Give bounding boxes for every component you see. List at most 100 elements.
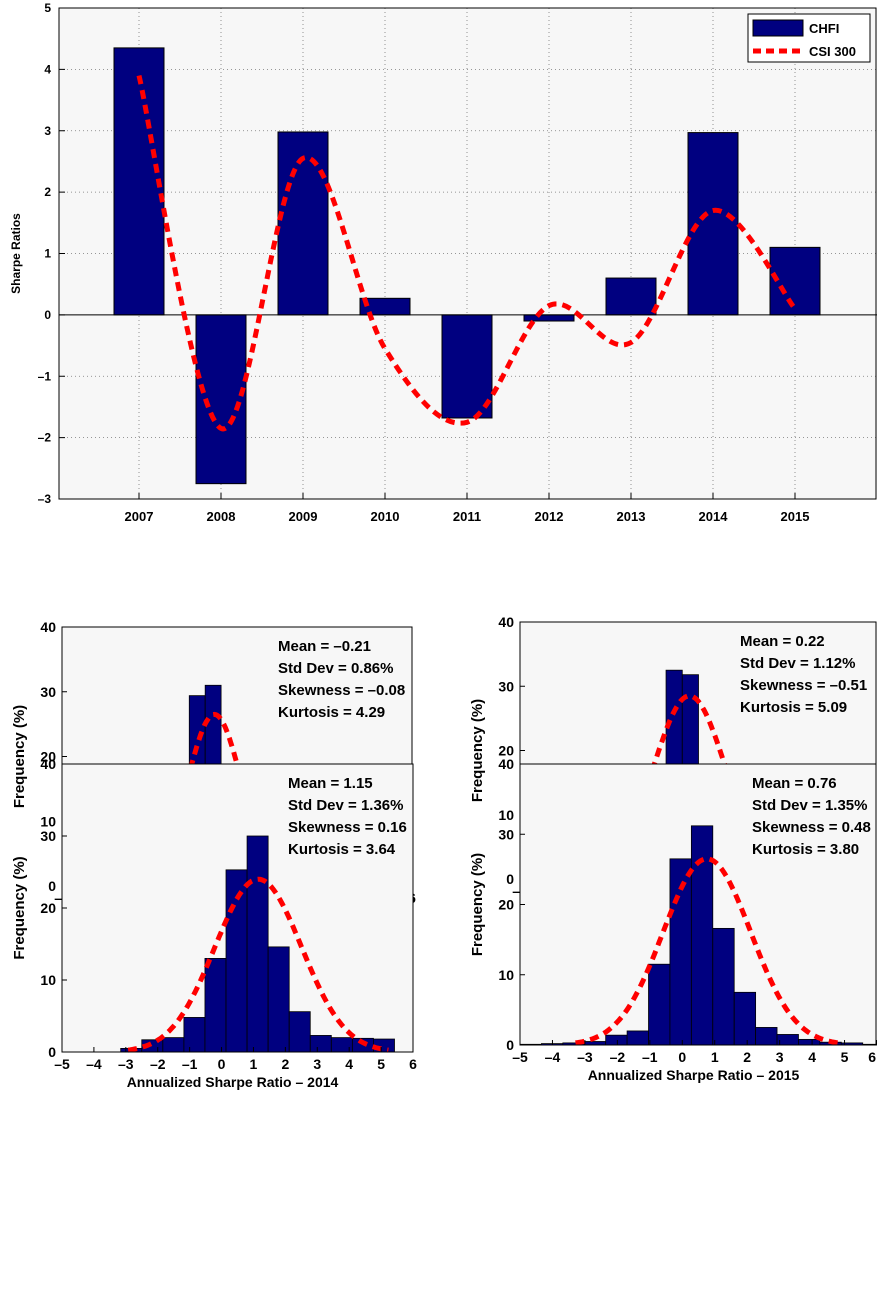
normal-fit-curve bbox=[127, 876, 389, 1053]
histogram-bar bbox=[204, 958, 227, 1053]
histogram-bar bbox=[626, 1030, 649, 1046]
x-tick-label: 2013 bbox=[617, 509, 646, 524]
stats-annotation: Std Dev = 1.12% bbox=[740, 655, 855, 672]
x-tick-label: –3 bbox=[118, 1056, 134, 1072]
x-tick-label: 2012 bbox=[535, 509, 564, 524]
y-tick-label: 20 bbox=[498, 897, 514, 913]
stats-annotation: Std Dev = 1.35% bbox=[752, 797, 867, 814]
bar-chfi-2008 bbox=[195, 314, 247, 485]
histogram-bar bbox=[605, 1034, 628, 1046]
legend-label-chfi: CHFI bbox=[809, 21, 839, 36]
stats-annotation: Skewness = 0.16 bbox=[288, 819, 407, 836]
y-tick-label: 40 bbox=[40, 756, 56, 772]
y-tick-label: 40 bbox=[40, 619, 56, 635]
x-tick-label: –1 bbox=[182, 1056, 198, 1072]
stats-annotation: Std Dev = 1.36% bbox=[288, 797, 403, 814]
normal-fit-curve bbox=[575, 856, 839, 1046]
histogram-bar bbox=[733, 991, 757, 1046]
x-tick-label: 2007 bbox=[125, 509, 154, 524]
x-axis-label: Annualized Sharpe Ratio – 2014 bbox=[127, 1074, 339, 1090]
y-tick-label: 1 bbox=[44, 247, 51, 261]
x-tick-label: –4 bbox=[545, 1049, 561, 1065]
x-tick-label: 1 bbox=[250, 1056, 258, 1072]
legend-swatch-chfi bbox=[752, 19, 804, 37]
stats-annotation: Skewness = –0.51 bbox=[740, 677, 867, 694]
y-tick-label: –1 bbox=[38, 369, 52, 383]
histogram-bar bbox=[712, 927, 735, 1046]
x-tick-label: 4 bbox=[808, 1049, 816, 1065]
y-tick-label: –2 bbox=[38, 431, 52, 445]
histogram-4: 0 10 20 30 40 –5 –4 –3 –2 –1 0 1 2 3 4 5 6 Annualized Sha… bbox=[469, 756, 877, 1083]
y-tick-label: 0 bbox=[506, 871, 514, 887]
histogram-bar bbox=[583, 1041, 607, 1046]
y-axis-label: Frequency (%) bbox=[469, 699, 486, 802]
stats-annotation: Kurtosis = 5.09 bbox=[740, 699, 847, 716]
histogram-bar bbox=[776, 1034, 799, 1046]
x-tick-label: 2 bbox=[743, 1049, 751, 1065]
legend-label-csi300: CSI 300 bbox=[809, 44, 856, 59]
y-tick-label: 10 bbox=[40, 813, 56, 829]
y-tick-label: 30 bbox=[498, 826, 514, 842]
x-tick-label: 2008 bbox=[207, 509, 236, 524]
x-tick-label: –3 bbox=[577, 1049, 593, 1065]
histogram-bar bbox=[183, 1017, 206, 1053]
y-tick-label: 10 bbox=[498, 967, 514, 983]
line-csi300 bbox=[136, 74, 797, 431]
x-tick-label: 5 bbox=[841, 1049, 849, 1065]
bar-chfi-2013 bbox=[605, 277, 657, 316]
stats-annotation: Kurtosis = 3.80 bbox=[752, 841, 859, 858]
x-tick-label: –1 bbox=[642, 1049, 658, 1065]
x-tick-label: 3 bbox=[776, 1049, 784, 1065]
y-axis-label: Sharpe Ratios bbox=[9, 213, 23, 294]
y-tick-label: 20 bbox=[40, 749, 56, 765]
stats-annotation: Mean = –0.21 bbox=[278, 638, 371, 655]
x-tick-label: 5 bbox=[377, 1056, 385, 1072]
bar-chfi-2011 bbox=[441, 314, 493, 419]
x-tick-label: –2 bbox=[150, 1056, 166, 1072]
x-tick-label: 2010 bbox=[371, 509, 400, 524]
x-tick-label: 2014 bbox=[699, 509, 729, 524]
y-axis-label: Frequency (%) bbox=[11, 705, 28, 808]
histogram-bar bbox=[798, 1038, 821, 1046]
y-tick-label: 20 bbox=[498, 743, 514, 759]
legend: CHFI CSI 300 bbox=[747, 13, 871, 63]
x-tick-label: 4 bbox=[345, 1056, 353, 1072]
x-tick-label: 6 bbox=[868, 1049, 876, 1065]
y-tick-label: 0 bbox=[506, 1037, 514, 1053]
sharpe-ratio-chart: 5 4 3 2 1 0 –1 –2 –3 2007 2008 2009 2010 2011 2012 2013… bbox=[9, 1, 877, 524]
x-tick-label: 0 bbox=[218, 1056, 226, 1072]
y-tick-label: 5 bbox=[44, 1, 51, 15]
stats-annotation: Skewness = 0.48 bbox=[752, 819, 871, 836]
y-tick-label: –3 bbox=[38, 492, 52, 506]
y-tick-label: 30 bbox=[498, 678, 514, 694]
y-axis-label: Frequency (%) bbox=[11, 856, 28, 959]
x-tick-label: 2015 bbox=[781, 509, 810, 524]
histogram-bar bbox=[162, 1037, 185, 1053]
x-axis-label: Annualized Sharpe Ratio – 2015 bbox=[588, 1067, 800, 1083]
y-tick-label: 40 bbox=[498, 614, 514, 630]
x-tick-label: 6 bbox=[409, 1056, 417, 1072]
x-tick-label: –5 bbox=[54, 1056, 70, 1072]
y-tick-label: 30 bbox=[40, 828, 56, 844]
y-tick-label: 20 bbox=[40, 900, 56, 916]
stats-annotation: Mean = 1.15 bbox=[288, 775, 373, 792]
histogram-bar bbox=[267, 946, 290, 1053]
y-tick-label: 0 bbox=[44, 308, 51, 322]
x-tick-label: 2 bbox=[281, 1056, 289, 1072]
stats-annotation: Std Dev = 0.86% bbox=[278, 660, 393, 677]
y-tick-label: 10 bbox=[498, 807, 514, 823]
x-tick-label: –5 bbox=[512, 1049, 528, 1065]
x-tick-label: 2009 bbox=[289, 509, 318, 524]
x-tick-label: –4 bbox=[86, 1056, 102, 1072]
stats-annotation: Mean = 0.22 bbox=[740, 633, 825, 650]
histogram-bar bbox=[309, 1035, 332, 1053]
x-tick-label: 3 bbox=[313, 1056, 321, 1072]
histogram-bar bbox=[648, 963, 671, 1046]
stats-annotation: Mean = 0.76 bbox=[752, 775, 837, 792]
stats-annotation: Kurtosis = 3.64 bbox=[288, 841, 396, 858]
x-tick-label: 2011 bbox=[453, 509, 481, 524]
y-tick-label: 2 bbox=[44, 185, 51, 199]
y-tick-label: 40 bbox=[498, 756, 514, 772]
x-tick-label: 0 bbox=[678, 1049, 686, 1065]
